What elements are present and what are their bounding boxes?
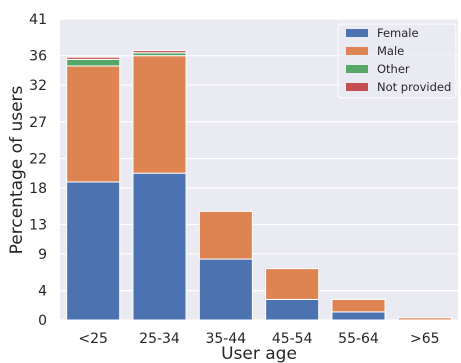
y-tick-label: 9	[38, 247, 47, 263]
legend-swatch-male	[346, 47, 368, 55]
x-tick-label: 25-34	[139, 331, 180, 347]
bar-male-4	[331, 298, 386, 313]
x-tick-label: 45-54	[272, 331, 313, 347]
y-tick-label: 13	[29, 218, 47, 234]
bar-female-2	[198, 258, 253, 321]
legend-swatch-not-provided	[346, 83, 368, 91]
bar-female-3	[265, 298, 320, 321]
y-axis-title: Percentage of users	[7, 85, 27, 254]
bars-group	[66, 50, 452, 321]
bar-female-0	[66, 181, 121, 321]
bar-other-0	[66, 58, 121, 67]
y-tick-label: 4	[38, 284, 47, 300]
legend-label: Other	[377, 62, 410, 76]
x-tick-labels: <25 25-34 35-44 45-54 55-64 >65	[78, 331, 439, 347]
y-tick-label: 27	[29, 115, 47, 131]
legend-swatch-other	[346, 65, 368, 73]
y-tick-labels: 0 4 9 13 18 22 27 32 36 41	[29, 12, 47, 329]
x-tick-label: 35-44	[205, 331, 246, 347]
x-tick-label: <25	[78, 331, 108, 347]
gridlines	[60, 18, 458, 321]
x-tick-label: 55-64	[338, 331, 379, 347]
bar-male-2	[198, 210, 253, 260]
bar-male-5	[397, 317, 452, 321]
legend-label: Female	[377, 26, 419, 40]
bar-not-provided-0	[66, 56, 121, 60]
y-tick-label: 18	[29, 181, 47, 197]
y-tick-label: 0	[38, 313, 47, 329]
bar-male-1	[132, 55, 187, 174]
x-axis-title: User age	[221, 344, 297, 363]
y-tick-label: 36	[29, 49, 47, 65]
bar-female-4	[331, 311, 386, 321]
legend-swatch-female	[346, 29, 368, 37]
y-tick-label: 32	[29, 78, 47, 94]
bar-female-1	[132, 172, 187, 321]
legend-label: Not provided	[377, 80, 451, 94]
y-tick-label: 22	[29, 151, 47, 167]
legend-box	[337, 23, 457, 99]
bar-male-3	[265, 268, 320, 300]
legend-label: Male	[377, 44, 404, 58]
legend: Female Male Other Not provided	[337, 23, 457, 99]
bar-not-provided-1	[132, 50, 187, 54]
y-tick-label: 41	[29, 12, 47, 28]
bar-male-0	[66, 65, 121, 183]
x-tick-label: >65	[410, 331, 440, 347]
